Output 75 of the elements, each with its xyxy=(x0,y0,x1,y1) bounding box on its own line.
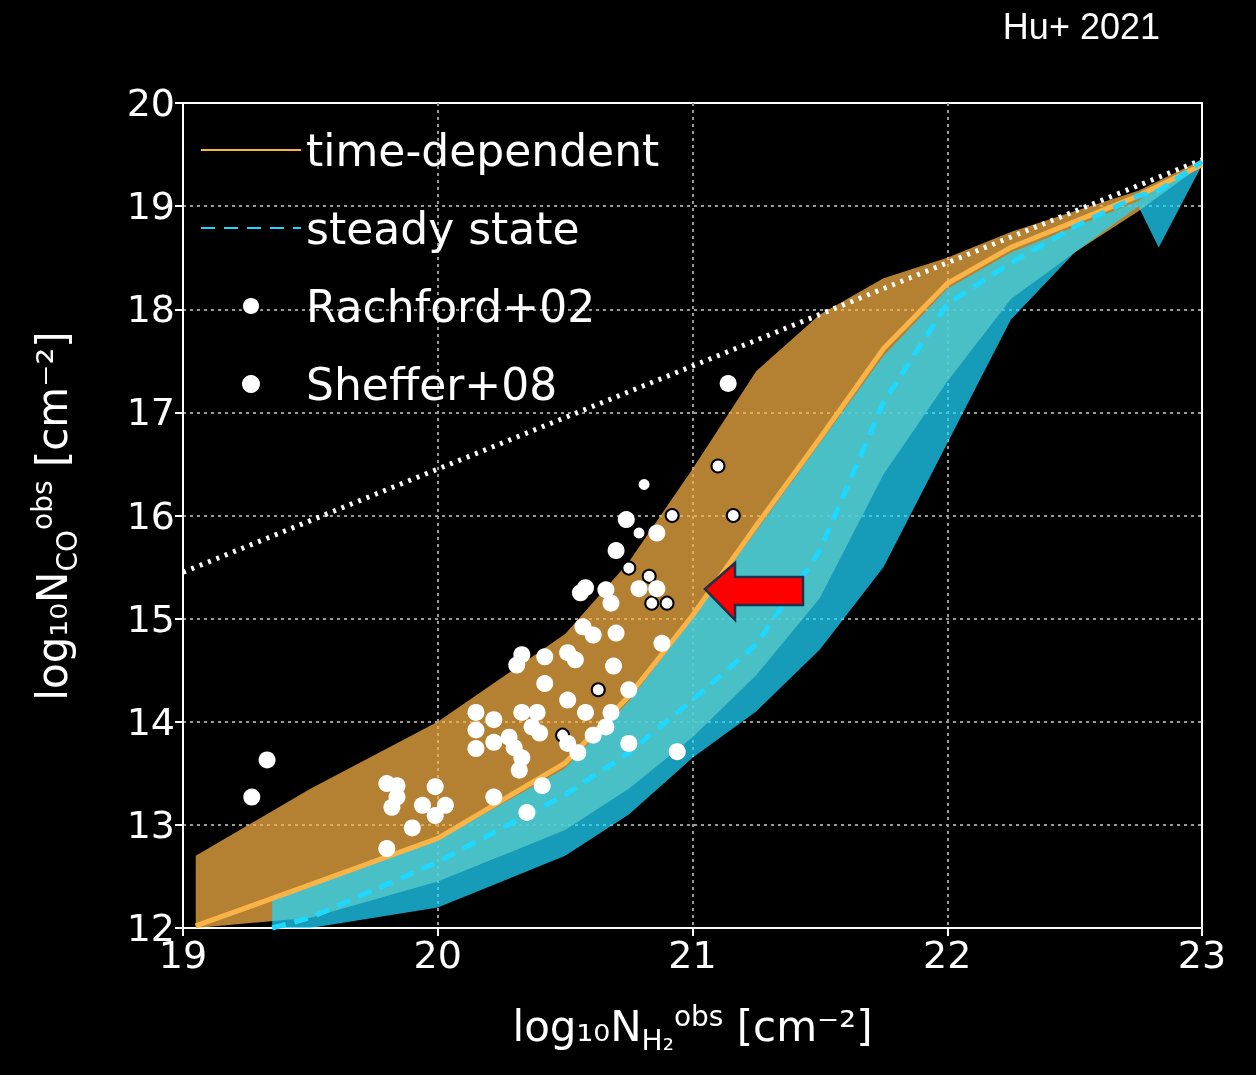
point xyxy=(597,718,615,736)
point xyxy=(725,508,741,523)
x-axis-title: log₁₀N$_{H₂}$$^{obs}$ [cm⁻²] xyxy=(512,1000,873,1058)
point xyxy=(620,734,638,752)
point xyxy=(602,594,620,612)
y-tick-label: 19 xyxy=(126,184,175,229)
x-tick-label: 21 xyxy=(668,933,717,977)
point xyxy=(536,675,554,693)
y-tick-label: 15 xyxy=(126,596,175,641)
y-tick-label: 13 xyxy=(126,802,175,847)
point xyxy=(641,568,657,584)
point xyxy=(617,511,635,529)
y-tick-label: 14 xyxy=(126,699,175,744)
y-tick-label: 16 xyxy=(126,493,175,538)
x-tick-label: 22 xyxy=(923,933,972,977)
point xyxy=(243,788,261,806)
point xyxy=(485,733,503,751)
point xyxy=(607,542,625,560)
point xyxy=(620,681,638,699)
legend-label: Rachford+02 xyxy=(306,280,596,332)
x-tick-label: 20 xyxy=(413,933,462,977)
point xyxy=(436,796,454,814)
point xyxy=(577,579,595,597)
point xyxy=(644,595,660,611)
point xyxy=(467,703,485,721)
point xyxy=(485,711,503,729)
point xyxy=(584,626,602,644)
y-tick-label: 20 xyxy=(126,81,175,125)
point xyxy=(378,840,396,858)
legend-label: time-dependent xyxy=(306,124,660,176)
y-tick-label: 18 xyxy=(126,287,175,332)
point xyxy=(569,744,587,762)
point xyxy=(467,721,485,739)
point xyxy=(426,807,444,825)
point xyxy=(485,788,503,806)
y-tick-label: 17 xyxy=(126,390,175,435)
point xyxy=(659,595,675,611)
point xyxy=(566,651,584,669)
point xyxy=(630,580,648,598)
point xyxy=(621,560,637,576)
point xyxy=(607,624,625,642)
point xyxy=(258,751,276,769)
point xyxy=(590,682,606,698)
point xyxy=(508,656,526,674)
text: Hu+ 2021 xyxy=(1002,6,1160,48)
point xyxy=(426,778,444,796)
point xyxy=(648,524,666,542)
point xyxy=(668,743,686,761)
point xyxy=(577,703,595,721)
legend-label: steady state xyxy=(306,202,580,254)
point xyxy=(510,761,528,779)
point xyxy=(403,819,421,837)
point xyxy=(664,508,680,523)
point xyxy=(602,703,620,721)
point xyxy=(648,580,666,598)
point xyxy=(559,691,577,709)
point xyxy=(533,777,551,795)
point xyxy=(531,724,549,742)
point xyxy=(413,796,431,814)
x-tick-label: 23 xyxy=(1177,933,1227,977)
point xyxy=(383,798,401,816)
point xyxy=(528,703,546,721)
point xyxy=(559,734,577,752)
point xyxy=(605,657,623,675)
point xyxy=(631,525,647,541)
point xyxy=(597,581,615,599)
point xyxy=(536,648,554,666)
point xyxy=(518,804,536,821)
point xyxy=(719,375,737,392)
point xyxy=(467,740,485,758)
point xyxy=(513,703,531,721)
legend-label: Sheffer+08 xyxy=(306,358,558,410)
point xyxy=(584,726,602,744)
point xyxy=(710,458,726,474)
point xyxy=(653,634,671,652)
